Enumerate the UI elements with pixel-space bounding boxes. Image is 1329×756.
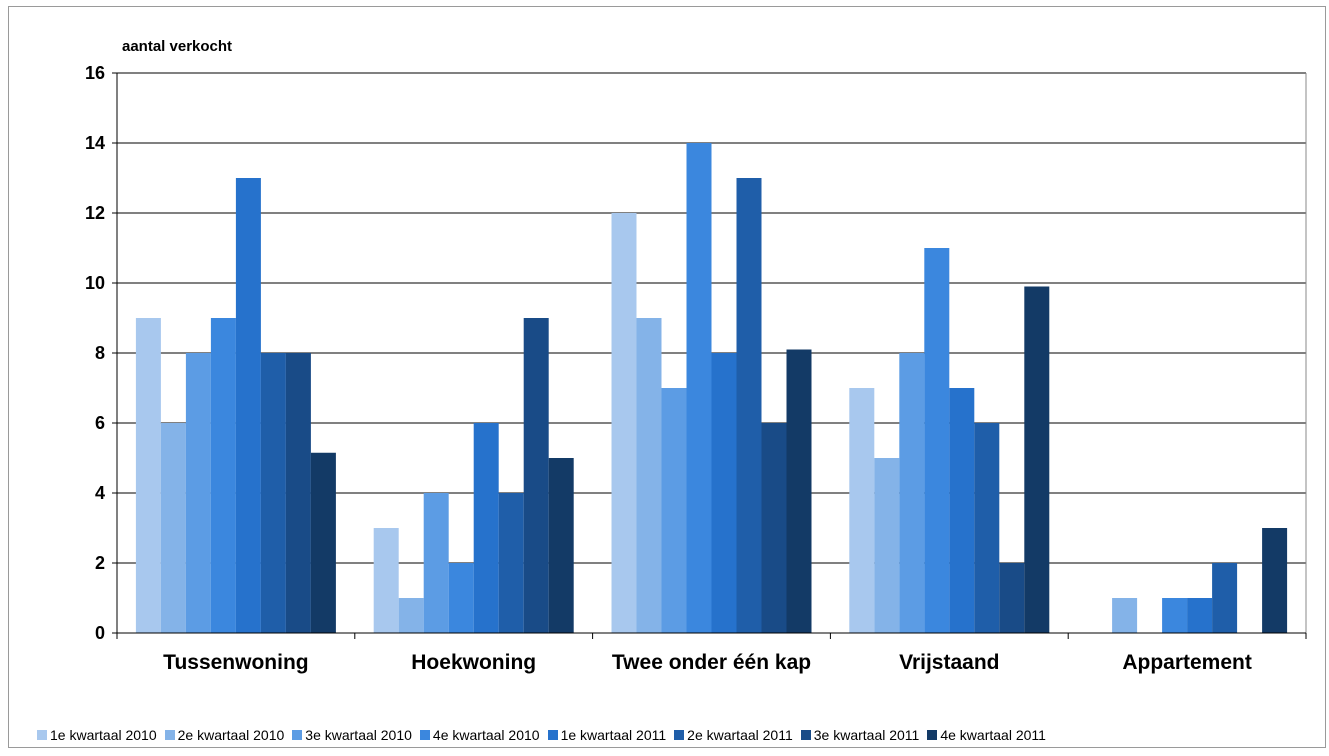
legend-item-4: 1e kwartaal 2011: [547, 727, 667, 743]
legend-item-2: 3e kwartaal 2010: [292, 727, 412, 743]
axes: [112, 72, 1307, 639]
bar-4-3: [1162, 598, 1188, 633]
bar-3-7: [1024, 286, 1050, 633]
legend-label-1: 2e kwartaal 2010: [177, 727, 285, 743]
bar-2-5: [736, 178, 762, 633]
legend-swatch-1: [164, 730, 175, 740]
y-tick-label-5: 10: [85, 273, 105, 293]
bar-3-5: [974, 423, 1000, 633]
legend-label-3: 4e kwartaal 2010: [432, 727, 540, 743]
y-tick-label-2: 4: [95, 483, 105, 503]
bar-4-1: [1112, 598, 1138, 633]
y-tick-labels: 0 2 4 6 8 10 12 14 16: [85, 63, 105, 643]
bar-0-6: [285, 353, 311, 633]
legend-label-4: 1e kwartaal 2011: [560, 727, 667, 743]
category-label-3: Vrijstaand: [899, 651, 999, 674]
legend-swatch-2: [292, 730, 303, 740]
legend-label-5: 2e kwartaal 2011: [687, 727, 793, 743]
y-tick-label-6: 12: [85, 203, 105, 223]
bar-2-7: [786, 349, 812, 633]
bar-1-1: [398, 598, 424, 633]
legend-label-2: 3e kwartaal 2010: [305, 727, 412, 743]
bar-1-4: [473, 423, 499, 633]
bar-0-5: [260, 353, 286, 633]
bar-3-6: [999, 563, 1025, 633]
bar-0-7: [310, 452, 336, 633]
legend-item-3: 4e kwartaal 2010: [419, 727, 540, 743]
bar-4-5: [1212, 563, 1238, 633]
bar-3-4: [949, 388, 975, 633]
bar-1-0: [373, 528, 399, 633]
category-label-2: Twee onder één kap: [612, 651, 811, 674]
bars: [135, 143, 1288, 633]
bar-0-0: [135, 318, 161, 633]
bar-2-2: [661, 388, 687, 633]
legend-item-5: 2e kwartaal 2011: [674, 727, 793, 743]
legend-item-0: 1e kwartaal 2010: [37, 727, 157, 743]
legend-swatch-6: [800, 730, 811, 740]
bar-1-5: [498, 493, 524, 633]
bar-1-6: [523, 318, 549, 633]
legend-item-1: 2e kwartaal 2010: [164, 727, 285, 743]
bar-3-0: [849, 388, 875, 633]
bar-2-1: [636, 318, 662, 633]
bar-chart: aantal verkocht 0 2 4 6 8 10 12 14 16 Tussenwoni…: [85, 38, 1307, 674]
bar-4-7: [1262, 528, 1288, 633]
category-label-1: Hoekwoning: [411, 651, 536, 674]
y-tick-label-7: 14: [85, 133, 105, 153]
y-tick-label-0: 0: [95, 623, 105, 643]
legend-swatch-7: [927, 730, 938, 740]
legend-item-7: 4e kwartaal 2011: [927, 727, 1046, 743]
legend-swatch-4: [547, 730, 558, 740]
y-tick-label-1: 2: [95, 553, 105, 573]
bar-2-3: [686, 143, 712, 633]
bar-0-3: [210, 318, 236, 633]
chart-frame: aantal verkocht 0 2 4 6 8 10 12 14 16 Tussenwoni…: [8, 6, 1326, 748]
category-label-0: Tussenwoning: [163, 651, 308, 674]
legend-swatch-5: [674, 730, 685, 740]
bar-3-3: [924, 248, 950, 633]
bar-0-4: [235, 178, 261, 633]
bar-0-1: [160, 423, 186, 633]
legend-label-7: 4e kwartaal 2011: [940, 727, 1046, 743]
y-tick-label-3: 6: [95, 413, 105, 433]
legend-label-6: 3e kwartaal 2011: [813, 727, 920, 743]
bar-3-1: [874, 458, 900, 633]
legend-item-6: 3e kwartaal 2011: [800, 727, 920, 743]
bar-1-3: [448, 563, 474, 633]
y-tick-label-8: 16: [85, 63, 105, 83]
legend-swatch-0: [37, 730, 47, 740]
category-label-4: Appartement: [1122, 651, 1252, 674]
bar-2-4: [711, 353, 737, 633]
legend: 1e kwartaal 2010 2e kwartaal 2010 3e kwart…: [37, 725, 1054, 745]
bar-4-4: [1187, 598, 1213, 633]
y-axis-label: aantal verkocht: [122, 38, 232, 55]
legend-label-0: 1e kwartaal 2010: [50, 727, 157, 743]
legend-swatch-3: [419, 730, 430, 740]
category-labels: Tussenwoning Hoekwoning Twee onder één kap…: [163, 651, 1252, 674]
bar-3-2: [899, 353, 925, 633]
bar-2-0: [611, 213, 637, 633]
bar-1-7: [548, 458, 574, 633]
y-tick-label-4: 8: [95, 343, 105, 363]
bar-0-2: [185, 353, 211, 633]
bar-1-2: [423, 493, 449, 633]
bar-2-6: [761, 423, 787, 633]
